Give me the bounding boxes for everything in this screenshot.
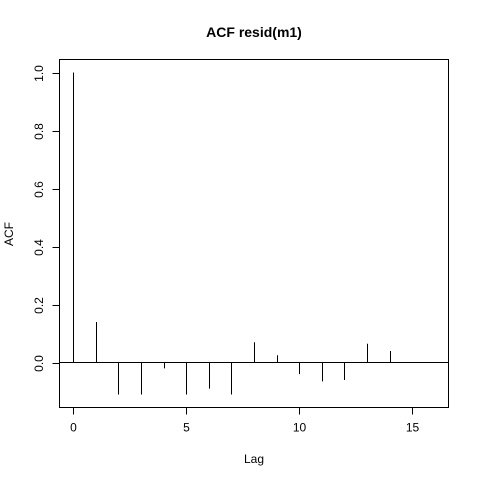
x-tick-label: 10 — [293, 421, 307, 435]
y-tick-label: 0.8 — [32, 123, 46, 140]
x-tick-label: 15 — [406, 421, 420, 435]
x-tick-label: 5 — [183, 421, 190, 435]
y-tick-label: 0.6 — [32, 181, 46, 198]
y-tick-label: 1.0 — [32, 65, 46, 82]
y-axis-label: ACF — [2, 222, 16, 246]
x-axis-label: Lag — [244, 452, 264, 466]
plot-marks: 0 5 10 15 0.0 0.2 0.4 0.6 0.8 1.0 — [32, 65, 449, 435]
chart-title: ACF resid(m1) — [206, 24, 302, 40]
y-tick-label: 0.0 — [32, 355, 46, 372]
x-tick-label: 0 — [70, 421, 77, 435]
y-tick-label: 0.2 — [32, 297, 46, 314]
y-tick-label: 0.4 — [32, 239, 46, 256]
